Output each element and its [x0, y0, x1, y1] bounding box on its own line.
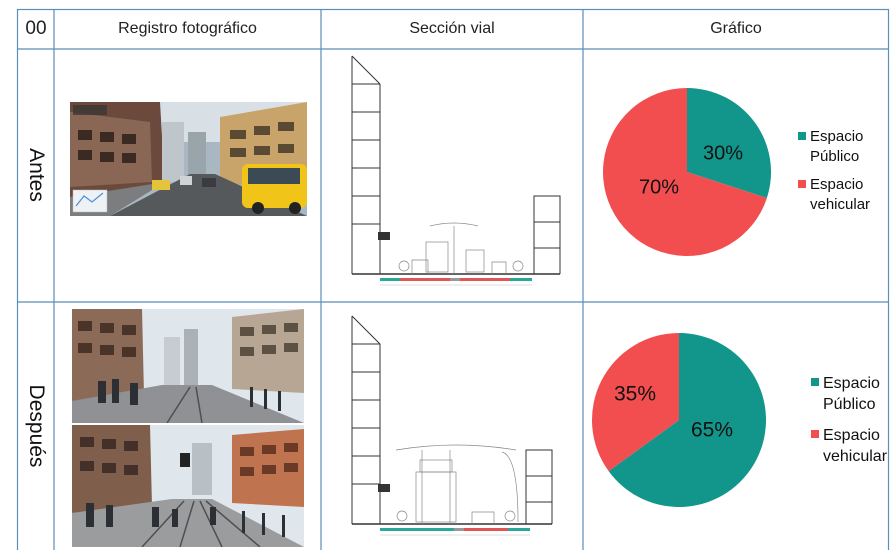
- pie-slice-public: [687, 88, 771, 198]
- pie-slice-vehicular: [603, 88, 767, 256]
- legend-label: Espacio: [810, 176, 863, 193]
- before-pie-chart: 30% 70% Espacio Público Espacio vehicula…: [603, 88, 870, 256]
- pie-value-label: 30%: [703, 142, 743, 164]
- chart-column-header: Gráfico: [710, 20, 762, 37]
- legend-label: Espacio: [810, 128, 863, 145]
- legend-swatch-vehicular: [811, 430, 819, 438]
- pie-value-label: 70%: [639, 176, 679, 198]
- before-road-section: [351, 55, 561, 286]
- pie-value-label: 65%: [691, 419, 733, 442]
- row-label-antes: Antes: [25, 148, 48, 202]
- after-street-photo-top: [72, 309, 304, 423]
- pie-slice-vehicular: [592, 333, 679, 472]
- legend-swatch-vehicular: [798, 180, 806, 188]
- row-label-despues: Después: [25, 384, 48, 468]
- pie-slice-public: [608, 333, 766, 507]
- legend-label: Público: [823, 396, 876, 413]
- after-road-section: [351, 315, 553, 536]
- pie-value-label: 35%: [614, 383, 656, 406]
- legend-label: Espacio: [823, 375, 880, 392]
- legend-swatch-public: [798, 132, 806, 140]
- photo-column-header: Registro fotográfico: [118, 20, 257, 37]
- section-column-header: Sección vial: [409, 20, 495, 37]
- legend-label: Espacio: [823, 427, 880, 444]
- legend-swatch-public: [811, 378, 819, 386]
- after-pie-chart: 65% 35% Espacio Público Espacio vehicula…: [592, 333, 888, 507]
- legend-label: vehicular: [823, 448, 888, 465]
- after-street-photo-bottom: [72, 425, 304, 547]
- before-street-photo: [70, 102, 307, 216]
- legend-label: vehicular: [810, 196, 870, 213]
- legend-label: Público: [810, 148, 859, 165]
- index-header: 00: [25, 18, 47, 39]
